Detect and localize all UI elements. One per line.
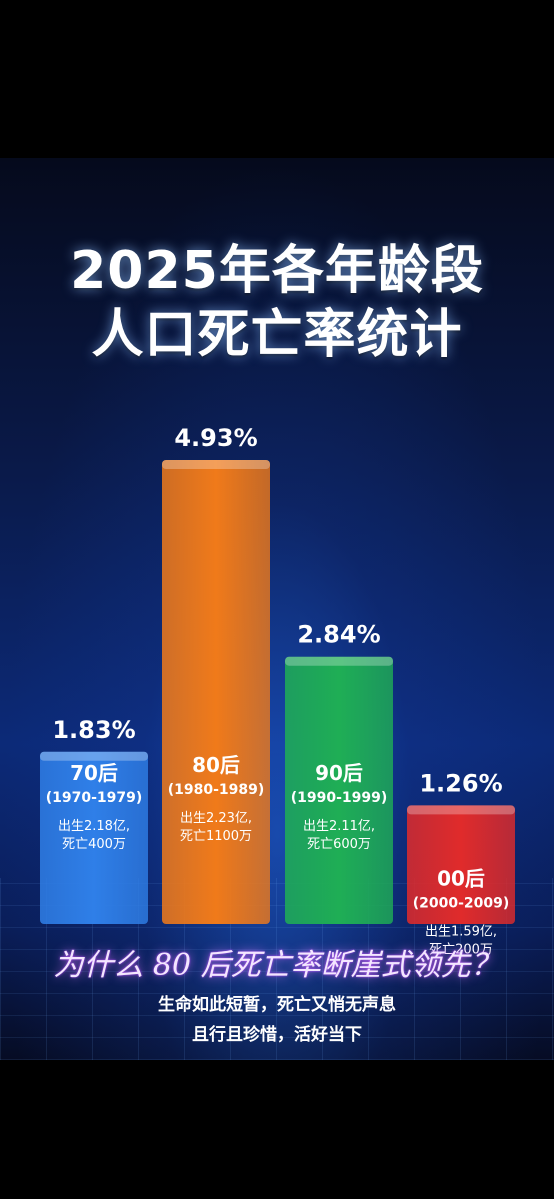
chart-title-line1: 2025年各年龄段 [70,241,484,301]
category-label-0: 70后 [70,761,118,785]
births-label-2: 出生2.11亿, [303,819,375,834]
deaths-label-1: 死亡1100万 [180,829,252,844]
value-label-1: 4.93% [174,424,257,452]
deaths-label-0: 死亡400万 [62,837,126,852]
subtitle-line2: 且行且珍惜，活好当下 [192,1025,362,1045]
bar-cap-1 [162,460,270,469]
births-label-3: 出生1.59亿, [425,924,497,939]
value-label-3: 1.26% [419,769,502,797]
bar-70后 [40,751,148,924]
chart-title-line2: 人口死亡率统计 [91,305,463,365]
value-label-0: 1.83% [52,716,135,744]
bar-cap-3 [407,805,515,815]
births-label-0: 出生2.18亿, [58,819,130,834]
bar-90后 [285,656,393,924]
category-label-3: 00后 [437,866,485,890]
births-label-1: 出生2.23亿, [180,811,252,826]
bar-80后 [162,460,270,924]
poster: 2025年各年龄段 人口死亡率统计 1.83% 70后 (1970-1979) 出生2… [0,158,554,1060]
bar-00后 [407,805,515,924]
deaths-label-3: 死亡200万 [429,942,493,957]
years-label-2: (1990-1999) [291,790,388,806]
bar-chart: 1.83% 70后 (1970-1979) 出生2.18亿, 死亡400万 4.93% 80… [40,424,515,957]
category-label-1: 80后 [192,753,240,777]
headline-question: 为什么 80 后死亡率断崖式领先？ [53,948,501,983]
years-label-0: (1970-1979) [46,790,143,806]
deaths-label-2: 死亡600万 [307,837,371,852]
category-label-2: 90后 [315,761,363,785]
bar-cap-2 [285,656,393,666]
bar-cap-0 [40,751,148,761]
subtitle-line1: 生命如此短暂，死亡又悄无声息 [158,995,396,1015]
years-label-3: (2000-2009) [413,895,510,911]
value-label-2: 2.84% [297,621,380,649]
years-label-1: (1980-1989) [168,782,265,798]
